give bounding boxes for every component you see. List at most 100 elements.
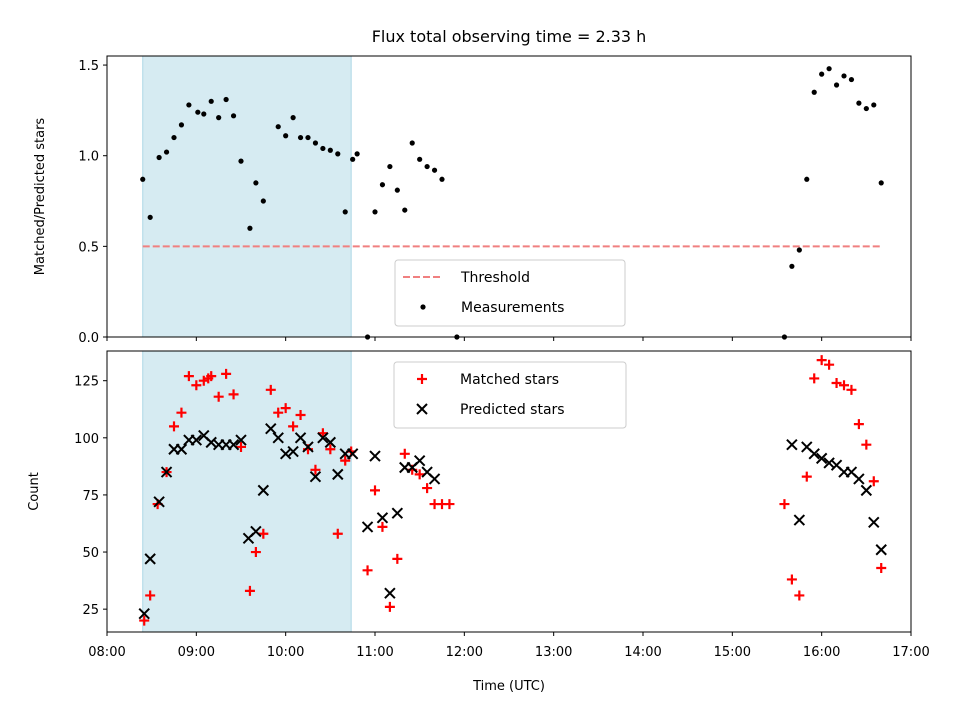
y-axis-label: Count xyxy=(27,472,42,511)
measurement-point xyxy=(156,154,162,161)
x-tick-label: 12:00 xyxy=(446,645,483,660)
matched-star-marker xyxy=(244,585,255,596)
y-tick-label: 1.5 xyxy=(78,59,99,74)
legend-box xyxy=(393,361,627,429)
measurement-point xyxy=(238,158,244,164)
legend-matched-swatch xyxy=(417,374,427,384)
measurement-point xyxy=(431,167,438,173)
predicted-star-marker xyxy=(144,553,156,565)
matched-star-marker xyxy=(139,615,150,626)
measurement-point xyxy=(312,140,319,146)
measurement-point xyxy=(789,263,795,269)
measurement-point xyxy=(305,134,311,141)
x-tick-label: 13:00 xyxy=(535,645,572,660)
predicted-star-marker xyxy=(257,484,270,497)
predicted-star-marker xyxy=(853,473,865,485)
predicted-star-marker xyxy=(317,432,329,444)
matched-star-marker xyxy=(236,441,246,452)
predicted-star-marker xyxy=(793,514,806,526)
matched-star-marker xyxy=(384,601,395,612)
legend-entry-label: Threshold xyxy=(460,270,530,286)
legend-measurement-swatch xyxy=(420,304,426,310)
x-tick-label: 09:00 xyxy=(178,645,215,660)
matched-star-marker xyxy=(786,574,797,585)
predicted-star-marker xyxy=(294,432,307,444)
measurement-point xyxy=(247,225,253,231)
matched-star-marker xyxy=(288,421,299,432)
matched-star-marker xyxy=(176,407,187,418)
matched-star-marker xyxy=(325,444,336,455)
measurement-point xyxy=(863,105,869,112)
matched-star-marker xyxy=(853,419,864,430)
measurement-point xyxy=(439,176,445,182)
observing-interval-shade xyxy=(142,55,352,338)
legend-box xyxy=(394,259,626,327)
y-tick-label: 75 xyxy=(82,489,99,504)
matched-star-marker xyxy=(861,439,872,450)
matched-star-marker xyxy=(876,563,887,574)
predicted-star-marker xyxy=(361,521,374,533)
measurement-point xyxy=(342,209,348,215)
predicted-star-marker xyxy=(384,587,396,599)
x-tick-label: 08:00 xyxy=(88,645,125,660)
measurement-point xyxy=(871,102,877,108)
series-measurements xyxy=(140,66,884,340)
chart-title: Flux total observing time = 2.33 h xyxy=(372,27,647,46)
matched-star-marker xyxy=(183,371,194,382)
measurement-point xyxy=(186,102,192,108)
x-axis-label: Time (UTC) xyxy=(472,679,545,694)
matched-star-marker xyxy=(191,380,202,391)
predicted-star-marker xyxy=(205,436,217,449)
legend-entry-label: Measurements xyxy=(461,300,564,316)
matched-star-marker xyxy=(265,384,276,395)
matched-star-marker xyxy=(221,368,232,379)
legend-entry-label: Matched stars xyxy=(460,372,559,388)
matched-star-marker xyxy=(250,547,261,558)
measurement-point xyxy=(327,147,333,153)
x-tick-label: 16:00 xyxy=(803,645,840,660)
measurement-point xyxy=(195,109,201,115)
predicted-star-marker xyxy=(823,457,835,469)
predicted-star-marker xyxy=(227,438,240,451)
measurement-point xyxy=(140,176,146,182)
measurement-point xyxy=(223,96,229,103)
predicted-star-marker xyxy=(875,544,887,556)
predicted-star-marker xyxy=(279,448,292,460)
measurement-point xyxy=(826,66,832,72)
matched-star-marker xyxy=(816,355,827,366)
matched-star-marker xyxy=(340,455,351,466)
predicted-star-marker xyxy=(272,432,284,444)
predicted-star-marker xyxy=(860,484,873,497)
matched-star-marker xyxy=(794,590,805,601)
matched-star-marker xyxy=(824,359,835,370)
matched-star-marker xyxy=(310,464,321,475)
measurement-point xyxy=(335,151,341,157)
measurement-point xyxy=(290,115,296,121)
matched-star-marker xyxy=(399,448,410,459)
matched-star-marker xyxy=(392,553,403,564)
predicted-star-marker xyxy=(808,448,820,460)
predicted-star-marker xyxy=(302,441,314,453)
predicted-star-marker xyxy=(324,436,337,449)
matched-star-marker xyxy=(809,373,820,384)
matched-star-marker xyxy=(839,380,849,391)
x-tick-label: 14:00 xyxy=(624,645,661,660)
y-tick-label: 0.0 xyxy=(78,331,99,346)
series-predicted-stars xyxy=(138,422,887,620)
matched-star-marker xyxy=(206,371,217,382)
measurement-point xyxy=(275,124,281,130)
measurement-point xyxy=(379,182,386,188)
measurement-point xyxy=(320,145,326,152)
measurement-point xyxy=(208,98,214,104)
measurement-point xyxy=(394,187,400,193)
measurement-point xyxy=(878,180,884,186)
measurement-point xyxy=(811,89,817,95)
legend-entry-label: Predicted stars xyxy=(460,402,565,418)
predicted-star-marker xyxy=(309,470,322,483)
predicted-star-marker xyxy=(138,608,150,620)
predicted-star-marker xyxy=(369,450,381,462)
x-tick-label: 10:00 xyxy=(267,645,304,660)
predicted-star-marker xyxy=(235,434,247,446)
predicted-star-marker xyxy=(346,448,359,460)
